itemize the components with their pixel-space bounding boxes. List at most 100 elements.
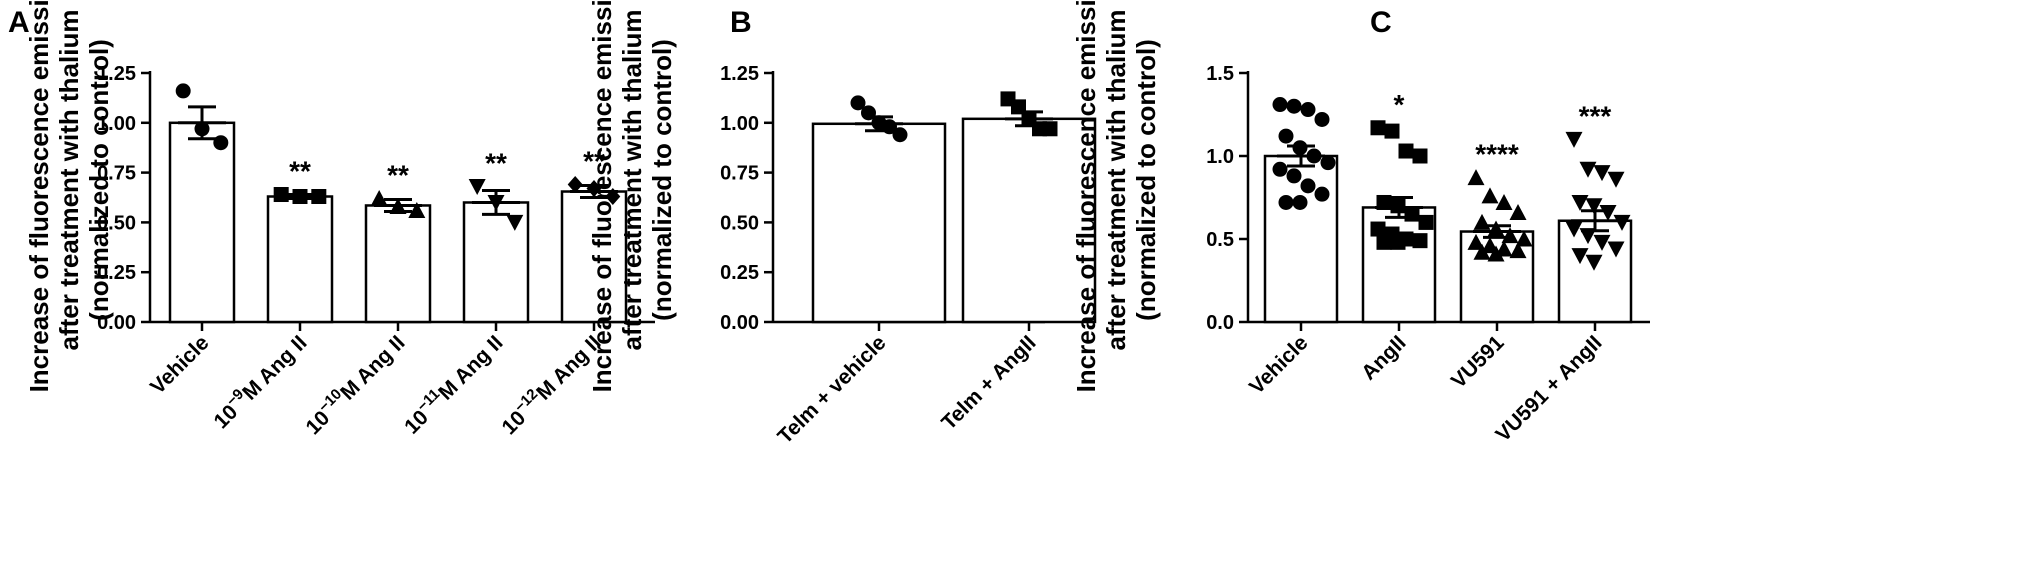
- panel-c-data-point: [1292, 194, 1308, 210]
- panel-c-ylabel-line: Increase of fluorescence emission: [1071, 0, 1101, 392]
- panel-a-xtick-label: 10−10M Ang II: [299, 328, 410, 439]
- panel-b-ytick-label: 0.75: [720, 163, 759, 185]
- panel-c-ylabel-line: (normalized to control): [1131, 39, 1161, 321]
- panel-a-xtick-label: 10−9M Ang II: [207, 328, 312, 433]
- panel-a-ytick-label: 0.00: [97, 312, 136, 334]
- panel-a-ylabel-line: (normalized to control): [84, 39, 114, 321]
- panel-a-xtick-label: Vehicle: [146, 331, 213, 398]
- panel-c-ytick-label: 1.0: [1206, 146, 1234, 168]
- panel-c-data-point: [1509, 203, 1527, 220]
- panel-c-data-point: [1481, 187, 1499, 204]
- panel-a-data-point: [213, 135, 229, 151]
- panel-c-data-point: [1398, 143, 1414, 159]
- panel-letter-a: A: [8, 6, 30, 39]
- panel-a-significance-label: **: [289, 156, 311, 187]
- panel-c-data-point: [1599, 204, 1617, 221]
- panel-c-significance-label: ***: [1579, 100, 1612, 131]
- panel-c-data-point: [1320, 155, 1336, 171]
- panel-a-ytick-label: 0.25: [97, 262, 136, 284]
- panel-c-data-point: [1467, 169, 1485, 186]
- panel-a-data-point: [175, 83, 191, 99]
- panel-c-data-point: [1412, 233, 1428, 249]
- panel-c-data-point: [1585, 254, 1603, 271]
- panel-c-data-point: [1390, 234, 1406, 250]
- panel-c-data-point: [1593, 234, 1611, 251]
- panel-c-significance-label: ****: [1475, 139, 1519, 170]
- panel-c-data-point: [1286, 168, 1302, 184]
- panel-a-data-point: [567, 176, 583, 194]
- panel-c-data-point: [1473, 243, 1491, 260]
- panel-b-ylabel-line: after treatment with thalium: [617, 10, 647, 351]
- panel-c-data-point: [1501, 227, 1519, 244]
- panel-a-ytick-label: 1.00: [97, 113, 136, 135]
- panel-b-ytick-label: 0.50: [720, 212, 759, 234]
- panel-b-ylabel-line: (normalized to control): [647, 39, 677, 321]
- panel-a-bar: [168, 121, 236, 324]
- panel-c-data-point: [1579, 161, 1597, 178]
- panel-b-ytick-label: 0.25: [720, 262, 759, 284]
- panel-c-data-point: [1272, 161, 1288, 177]
- panel-a-xtick-label-rest: M Ang II: [238, 331, 311, 404]
- panel-c-data-point: [1495, 240, 1513, 257]
- panel-c-data-point: [1278, 194, 1294, 210]
- panel-c-data-point: [1286, 98, 1302, 114]
- panel-c-ytick-label: 0.0: [1206, 312, 1234, 334]
- panel-a-xtick-label-rest: M Ang II: [434, 331, 507, 404]
- panel-c-ytick-label: 1.5: [1206, 63, 1234, 85]
- panel-b-data-point: [1042, 121, 1058, 137]
- panel-c-data-point: [1571, 194, 1589, 211]
- panel-c-xtick-label: AngII: [1357, 331, 1410, 384]
- panel-c-data-point: [1300, 102, 1316, 118]
- panel-c-data-point: [1376, 234, 1392, 250]
- panel-b-bar: [811, 122, 947, 324]
- panel-b-xtick-label: Telm + AngII: [937, 331, 1040, 434]
- panel-c-xtick-label: Vehicle: [1245, 331, 1312, 398]
- panel-c-xtick-label: VU591: [1447, 331, 1509, 393]
- panel-a-ytick-label: 1.25: [97, 63, 136, 85]
- panel-b-bar: [961, 117, 1097, 324]
- panel-c-data-point: [1314, 186, 1330, 202]
- panel-c-data-point: [1272, 97, 1288, 113]
- panel-a-ytick-label: 0.50: [97, 212, 136, 234]
- panel-a-data-point: [273, 187, 289, 203]
- panel-a-significance-label: **: [387, 159, 409, 190]
- panel-a-xtick-label: 10−11M Ang II: [397, 328, 507, 438]
- panel-b-ylabel-line: Increase of fluorescence emission: [587, 0, 617, 392]
- panel-b-ytick-label: 1.00: [720, 113, 759, 135]
- panel-c-data-point: [1585, 198, 1603, 215]
- panel-a-significance-label: **: [485, 148, 507, 179]
- panel-a-data-point: [408, 201, 426, 218]
- panel-a-ytick-label: 0.75: [97, 163, 136, 185]
- panel-c-data-point: [1418, 214, 1434, 230]
- panel-c-data-point: [1412, 148, 1428, 164]
- panel-c-data-point: [1473, 213, 1491, 230]
- panel-c-data-point: [1607, 171, 1625, 188]
- panel-c-data-point: [1487, 245, 1505, 262]
- panel-a-data-point: [506, 214, 524, 231]
- panel-a-xtick-label-rest: M Ang II: [336, 331, 409, 404]
- panel-c-data-point: [1593, 165, 1611, 182]
- panel-c-bar: [1263, 154, 1339, 324]
- panel-b-data-point: [892, 127, 908, 143]
- panel-c-significance-label: *: [1394, 89, 1405, 120]
- panel-letter-c: C: [1370, 6, 1392, 39]
- panel-c-data-point: [1300, 178, 1316, 194]
- panel-c-ytick-label: 0.5: [1206, 229, 1234, 251]
- panel-a-data-point: [468, 179, 486, 196]
- panel-c-data-point: [1515, 230, 1533, 247]
- panel-c-data-point: [1278, 128, 1294, 144]
- panel-a-significance-label: **: [583, 146, 605, 177]
- panel-c-data-point: [1571, 248, 1589, 265]
- panel-a-bar: [364, 204, 432, 324]
- panel-b-ytick-label: 0.00: [720, 312, 759, 334]
- panel-c-data-point: [1495, 193, 1513, 210]
- panel-a-ylabel-line: after treatment with thalium: [54, 10, 84, 351]
- panel-b-xtick-label: Telm + vehicle: [773, 331, 890, 448]
- panel-c-ylabel-line: after treatment with thalium: [1101, 10, 1131, 351]
- panel-c-data-point: [1565, 131, 1583, 148]
- panel-c: Increase of fluorescence emission after t…: [1071, 0, 1650, 446]
- panel-b: Increase of fluorescence emission after t…: [587, 0, 1097, 448]
- panel-a-ylabel-line: Increase of fluorescence emission: [24, 0, 54, 392]
